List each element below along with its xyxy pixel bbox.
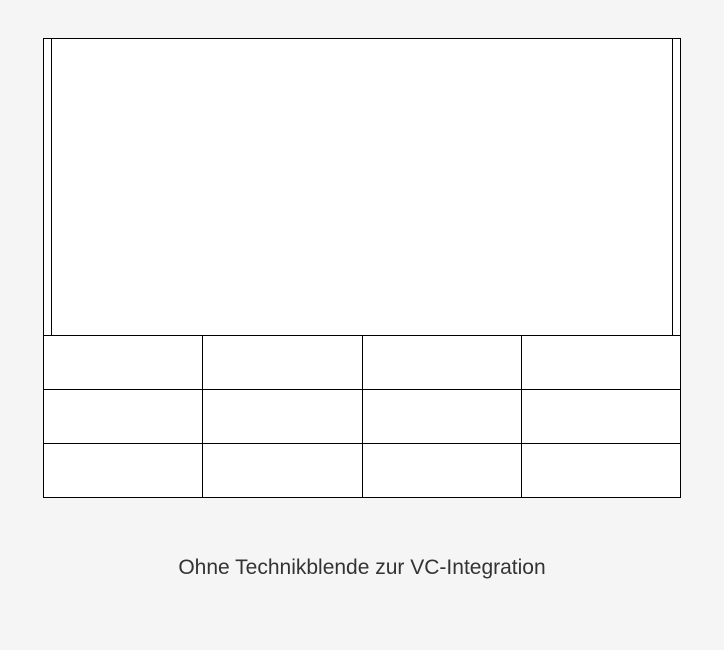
drawer-cell bbox=[44, 336, 203, 389]
drawer-cell bbox=[363, 336, 522, 389]
drawer-rows bbox=[44, 335, 680, 497]
main-panel bbox=[52, 39, 672, 335]
drawer-cell bbox=[522, 444, 680, 497]
drawer-cell bbox=[522, 390, 680, 443]
top-section bbox=[44, 39, 680, 335]
drawer-cell bbox=[363, 390, 522, 443]
drawer-cell bbox=[203, 336, 362, 389]
furniture-diagram bbox=[43, 38, 681, 498]
right-side-strip bbox=[672, 39, 680, 335]
caption-text: Ohne Technikblende zur VC-Integration bbox=[178, 556, 545, 580]
drawer-row bbox=[44, 335, 680, 389]
drawer-cell bbox=[44, 444, 203, 497]
drawer-cell bbox=[203, 390, 362, 443]
drawer-cell bbox=[363, 444, 522, 497]
drawer-cell bbox=[203, 444, 362, 497]
drawer-row bbox=[44, 443, 680, 497]
left-side-strip bbox=[44, 39, 52, 335]
drawer-cell bbox=[44, 390, 203, 443]
drawer-cell bbox=[522, 336, 680, 389]
drawer-row bbox=[44, 389, 680, 443]
